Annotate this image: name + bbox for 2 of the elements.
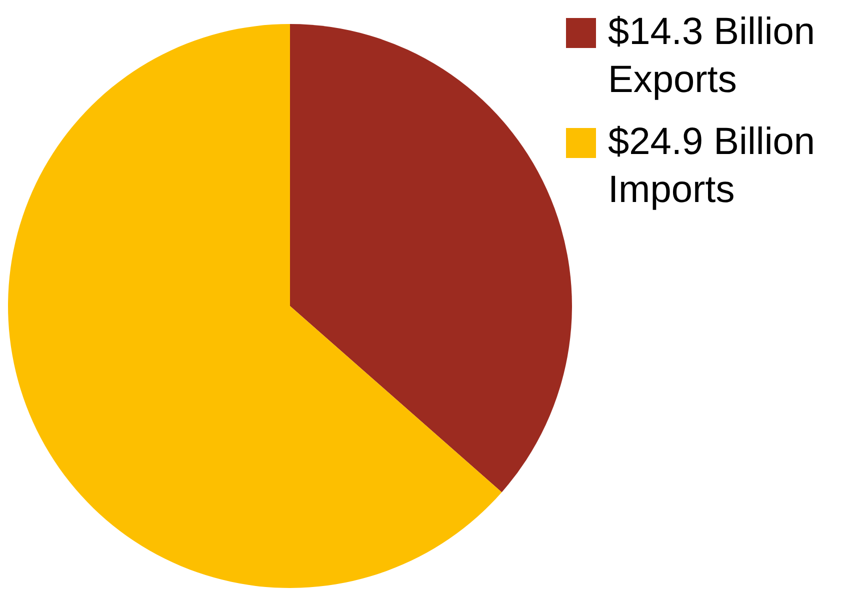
legend-label: $24.9 Billion Imports	[608, 120, 816, 213]
legend-label: $14.3 Billion Exports	[608, 10, 816, 103]
